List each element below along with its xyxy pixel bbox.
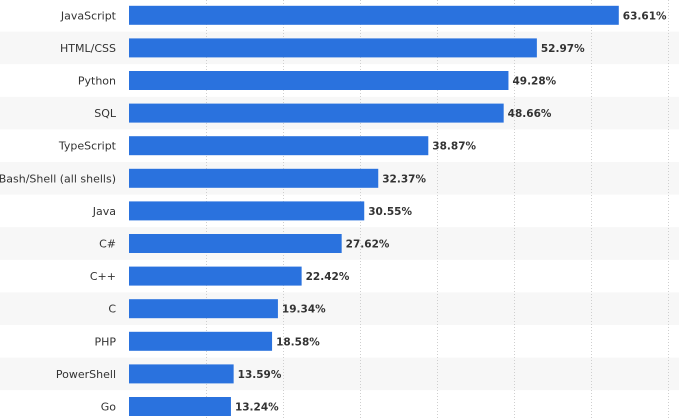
category-label-bash-shell-all-shells: Bash/Shell (all shells) (0, 172, 116, 185)
value-label-python: 49.28% (512, 76, 556, 88)
row-backgrounds (0, 31, 679, 391)
category-label-c: C (108, 303, 116, 316)
bar-powershell (129, 364, 234, 384)
bar-javascript (129, 5, 619, 25)
value-labels: 63.61% 52.97% 49.28% 48.66% 38.87% 32.37% 30.5… (235, 10, 667, 413)
value-label-c: 22.42% (306, 271, 350, 283)
bars (129, 5, 619, 416)
value-label-powershell: 13.59% (238, 369, 282, 381)
value-label-go: 13.24% (235, 402, 279, 414)
category-label-typescript: TypeScript (58, 140, 117, 153)
row-band (0, 357, 679, 391)
bar-c (129, 299, 278, 319)
category-label-javascript: JavaScript (60, 9, 117, 22)
category-label-python: Python (78, 75, 116, 88)
value-label-c: 27.62% (346, 239, 390, 251)
bar-c (129, 266, 302, 286)
category-label-c: C# (99, 238, 116, 251)
bar-bash-shell-all-shells (129, 168, 379, 188)
category-label-c: C++ (90, 270, 116, 283)
value-label-javascript: 63.61% (623, 10, 667, 22)
bar-python (129, 71, 509, 90)
value-label-html-css: 52.97% (541, 43, 585, 55)
category-label-java: Java (92, 205, 116, 218)
bar-go (129, 397, 231, 416)
bar-html-css (129, 38, 537, 58)
bar-java (129, 201, 365, 221)
value-label-c: 19.34% (282, 304, 326, 316)
category-label-go: Go (101, 401, 117, 414)
category-label-html-css: HTML/CSS (60, 42, 116, 55)
value-label-java: 30.55% (368, 206, 412, 218)
category-label-sql: SQL (94, 107, 117, 120)
value-label-php: 18.58% (276, 336, 320, 348)
category-labels: JavaScript HTML/CSS Python SQL TypeScript Bas… (0, 9, 117, 413)
value-label-sql: 48.66% (508, 108, 552, 120)
bar-c (129, 234, 342, 253)
category-label-powershell: PowerShell (56, 368, 116, 381)
bar-sql (129, 103, 504, 123)
value-label-typescript: 38.87% (432, 141, 476, 153)
row-band (0, 292, 679, 325)
gridlines (206, 0, 669, 420)
category-label-php: PHP (94, 335, 116, 348)
value-label-bash-shell-all-shells: 32.37% (382, 173, 426, 185)
bar-php (129, 331, 273, 351)
bar-typescript (129, 136, 429, 156)
